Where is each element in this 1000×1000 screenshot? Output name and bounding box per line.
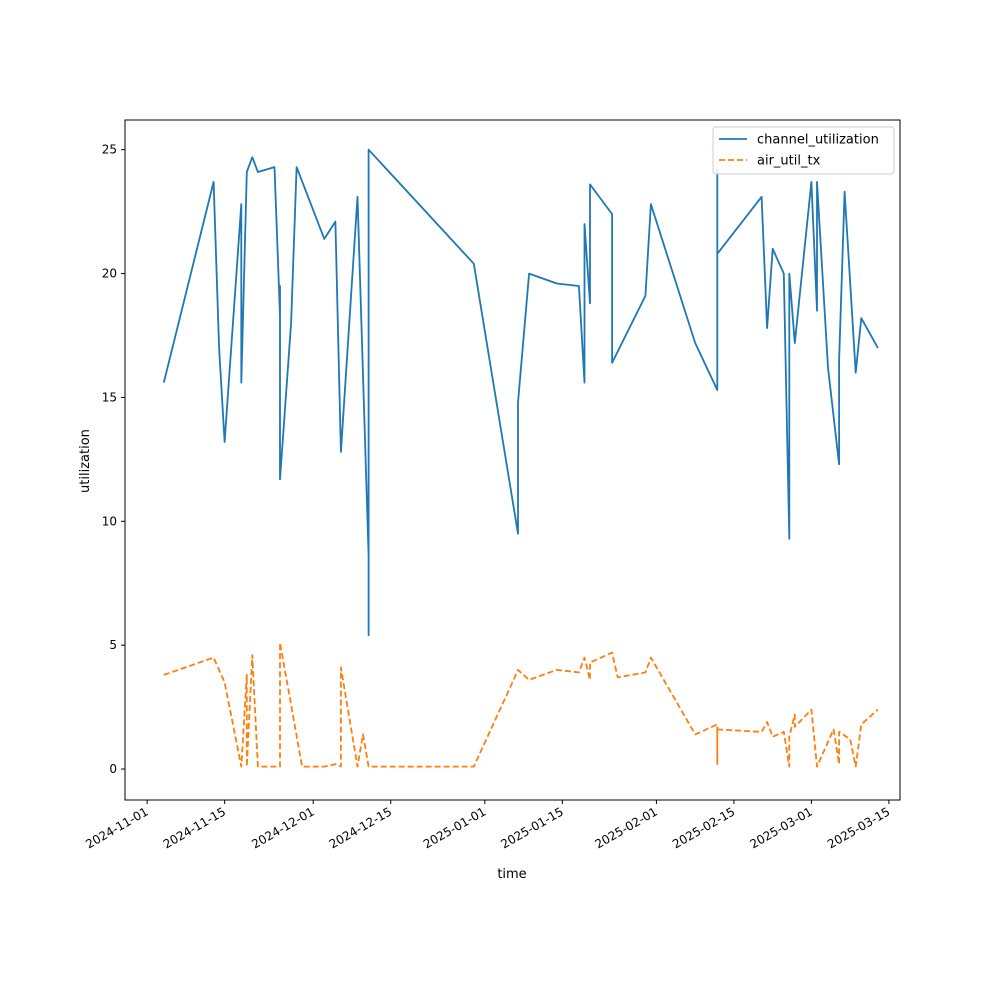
x-tick-label: 2025-03-01 <box>748 804 815 851</box>
y-tick-label: 10 <box>102 514 117 528</box>
x-axis: 2024-11-01 2024-11-15 2024-12-01 2024-12-15… <box>83 800 892 851</box>
x-axis-label: time <box>497 867 526 882</box>
legend-label: channel_utilization <box>757 133 879 148</box>
y-axis: 0 5 10 15 20 25 <box>102 143 125 776</box>
x-tick-label: 2024-11-01 <box>83 804 150 851</box>
plot-area <box>125 120 900 800</box>
legend: channel_utilization air_util_tx <box>712 126 895 175</box>
y-tick-label: 25 <box>102 143 117 157</box>
y-tick-label: 20 <box>102 267 117 281</box>
x-tick-label: 2025-01-15 <box>498 804 565 851</box>
y-tick-label: 5 <box>109 638 117 652</box>
x-tick-label: 2025-03-15 <box>825 804 892 851</box>
legend-box <box>712 126 895 175</box>
series-air-util-tx <box>163 641 879 768</box>
series-channel-utilization <box>162 148 879 637</box>
plot-frame <box>124 119 901 801</box>
y-axis-label: utilization <box>78 429 93 493</box>
series-layer <box>162 148 879 768</box>
x-tick-label: 2024-11-15 <box>161 804 228 851</box>
x-tick-label: 2025-01-01 <box>421 804 488 851</box>
y-tick-label: 0 <box>109 762 117 776</box>
x-tick-label: 2024-12-01 <box>249 804 316 851</box>
legend-label: air_util_tx <box>757 154 821 169</box>
x-tick-label: 2024-12-15 <box>327 804 394 851</box>
x-tick-label: 2025-02-15 <box>670 804 737 851</box>
y-tick-label: 15 <box>102 390 117 404</box>
x-tick-label: 2025-02-01 <box>593 804 660 851</box>
